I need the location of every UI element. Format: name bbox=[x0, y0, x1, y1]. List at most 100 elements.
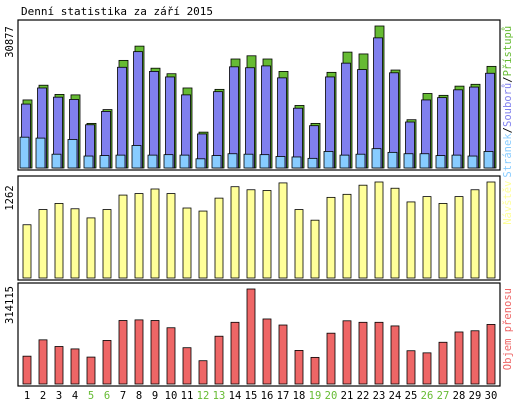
x-tick-label: 23 bbox=[373, 390, 386, 402]
y-max-label: 314115 bbox=[4, 286, 16, 324]
bar-pages-day-18 bbox=[291, 156, 302, 169]
bar-files-day-21 bbox=[341, 62, 351, 169]
x-tick-label: 15 bbox=[245, 390, 258, 402]
bar-pages-day-10 bbox=[163, 154, 174, 169]
bar-kbytes-day-15 bbox=[246, 288, 256, 385]
y-max-label: 1262 bbox=[4, 185, 16, 210]
bar-kbytes-day-10 bbox=[166, 327, 176, 385]
bar-pages-day-15 bbox=[243, 153, 254, 169]
bar-visits-day-5 bbox=[86, 217, 96, 279]
bar-visits-day-21 bbox=[342, 193, 352, 279]
x-tick-label: 6 bbox=[104, 390, 110, 402]
bar-pages-day-19 bbox=[307, 157, 318, 169]
bar-kbytes-day-30 bbox=[486, 324, 496, 385]
bar-pages-day-16 bbox=[259, 154, 270, 169]
bar-pages-day-30 bbox=[483, 151, 494, 169]
bar-kbytes-day-22 bbox=[358, 321, 368, 385]
legend: Stránek/Souborů/Přístupů bbox=[502, 26, 514, 178]
x-tick-label: 3 bbox=[56, 390, 62, 402]
bar-kbytes-day-16 bbox=[262, 318, 272, 385]
y-max-label: 30877 bbox=[4, 26, 16, 58]
bar-pages-day-11 bbox=[179, 154, 190, 169]
panel-frame bbox=[17, 175, 501, 281]
chart-title: Denní statistika za září 2015 bbox=[21, 5, 213, 18]
bar-visits-day-4 bbox=[70, 208, 80, 279]
bar-visits-day-8 bbox=[134, 193, 144, 279]
bar-kbytes-day-27 bbox=[438, 341, 448, 385]
bar-pages-day-12 bbox=[195, 158, 206, 169]
bar-visits-day-15 bbox=[246, 189, 256, 279]
x-tick-label: 13 bbox=[213, 390, 226, 402]
bar-pages-day-13 bbox=[211, 155, 222, 169]
x-tick-label: 19 bbox=[309, 390, 322, 402]
bar-kbytes-day-8 bbox=[134, 319, 144, 385]
bar-pages-day-28 bbox=[451, 154, 462, 169]
bar-visits-day-11 bbox=[182, 207, 192, 279]
bar-kbytes-day-13 bbox=[214, 335, 224, 385]
bar-visits-day-24 bbox=[390, 187, 400, 279]
bar-kbytes-day-26 bbox=[422, 352, 432, 385]
bar-visits-day-28 bbox=[454, 196, 464, 279]
bar-visits-day-3 bbox=[54, 203, 64, 279]
bar-files-day-15 bbox=[245, 67, 255, 169]
bar-files-day-16 bbox=[261, 65, 271, 169]
bar-kbytes-day-21 bbox=[342, 320, 352, 385]
bar-visits-day-14 bbox=[230, 186, 240, 279]
panel-visits: 1262 Návštěv bbox=[4, 175, 514, 281]
bar-visits-day-23 bbox=[374, 181, 384, 279]
panel-frame bbox=[17, 19, 501, 171]
bar-kbytes-day-7 bbox=[118, 320, 128, 385]
legend-entry-0: Stránek bbox=[502, 133, 514, 178]
bar-pages-day-4 bbox=[67, 139, 78, 169]
bar-kbytes-day-18 bbox=[294, 350, 304, 385]
bar-files-day-14 bbox=[229, 66, 239, 169]
x-tick-label: 11 bbox=[181, 390, 194, 402]
legend-entry-0: Návštěv bbox=[502, 181, 514, 225]
panel-frame bbox=[17, 282, 501, 387]
bar-visits-day-10 bbox=[166, 193, 176, 279]
bar-visits-day-6 bbox=[102, 209, 112, 279]
legend-entry-1: / bbox=[502, 127, 514, 133]
x-tick-label: 2 bbox=[40, 390, 46, 402]
x-tick-label: 17 bbox=[277, 390, 290, 402]
bar-pages-day-2 bbox=[35, 137, 46, 169]
bar-visits-day-22 bbox=[358, 184, 368, 279]
bar-visits-day-18 bbox=[294, 209, 304, 279]
x-tick-label: 14 bbox=[229, 390, 242, 402]
panels-layer: 30877 Stránek/Souborů/Přístupů 1262 Návštěv… bbox=[4, 19, 514, 387]
bar-visits-day-17 bbox=[278, 182, 288, 279]
legend: Objem přenosu bbox=[502, 288, 514, 370]
bar-visits-day-16 bbox=[262, 190, 272, 279]
legend-entry-0: Objem přenosu bbox=[502, 288, 514, 370]
bar-visits-day-9 bbox=[150, 188, 160, 279]
bar-pages-day-26 bbox=[419, 153, 430, 169]
bar-visits-day-1 bbox=[22, 224, 32, 279]
bar-pages-day-3 bbox=[51, 153, 62, 169]
legend-entry-2: Souborů bbox=[502, 83, 514, 127]
bar-kbytes-day-12 bbox=[198, 360, 208, 385]
bar-kbytes-day-9 bbox=[150, 320, 160, 385]
bar-pages-day-6 bbox=[99, 155, 110, 169]
x-tick-label: 16 bbox=[261, 390, 274, 402]
bar-pages-day-17 bbox=[275, 156, 286, 169]
x-axis-day-labels: 1 2 3 4 5 6 7 8 9 10 11 12 13 14 15 16 17 18 19 20 21 22 23 24 2… bbox=[24, 390, 497, 402]
bar-kbytes-day-11 bbox=[182, 347, 192, 385]
bar-pages-day-8 bbox=[131, 145, 142, 169]
panel-requests: 30877 Stránek/Souborů/Přístupů bbox=[4, 19, 514, 178]
x-tick-label: 7 bbox=[120, 390, 126, 402]
bar-kbytes-day-4 bbox=[70, 348, 80, 385]
bar-files-day-17 bbox=[277, 77, 287, 169]
bar-visits-day-20 bbox=[326, 196, 336, 279]
bar-pages-day-22 bbox=[355, 153, 366, 169]
x-tick-label: 20 bbox=[325, 390, 338, 402]
bar-pages-day-7 bbox=[115, 154, 126, 169]
x-tick-label: 27 bbox=[437, 390, 450, 402]
bar-files-day-22 bbox=[357, 69, 367, 169]
x-tick-label: 5 bbox=[88, 390, 94, 402]
bar-pages-day-9 bbox=[147, 154, 158, 169]
bar-pages-day-25 bbox=[403, 153, 414, 169]
bar-visits-day-26 bbox=[422, 196, 432, 279]
x-tick-label: 10 bbox=[165, 390, 178, 402]
panel-kbytes: 314115 Objem přenosu bbox=[4, 282, 514, 387]
